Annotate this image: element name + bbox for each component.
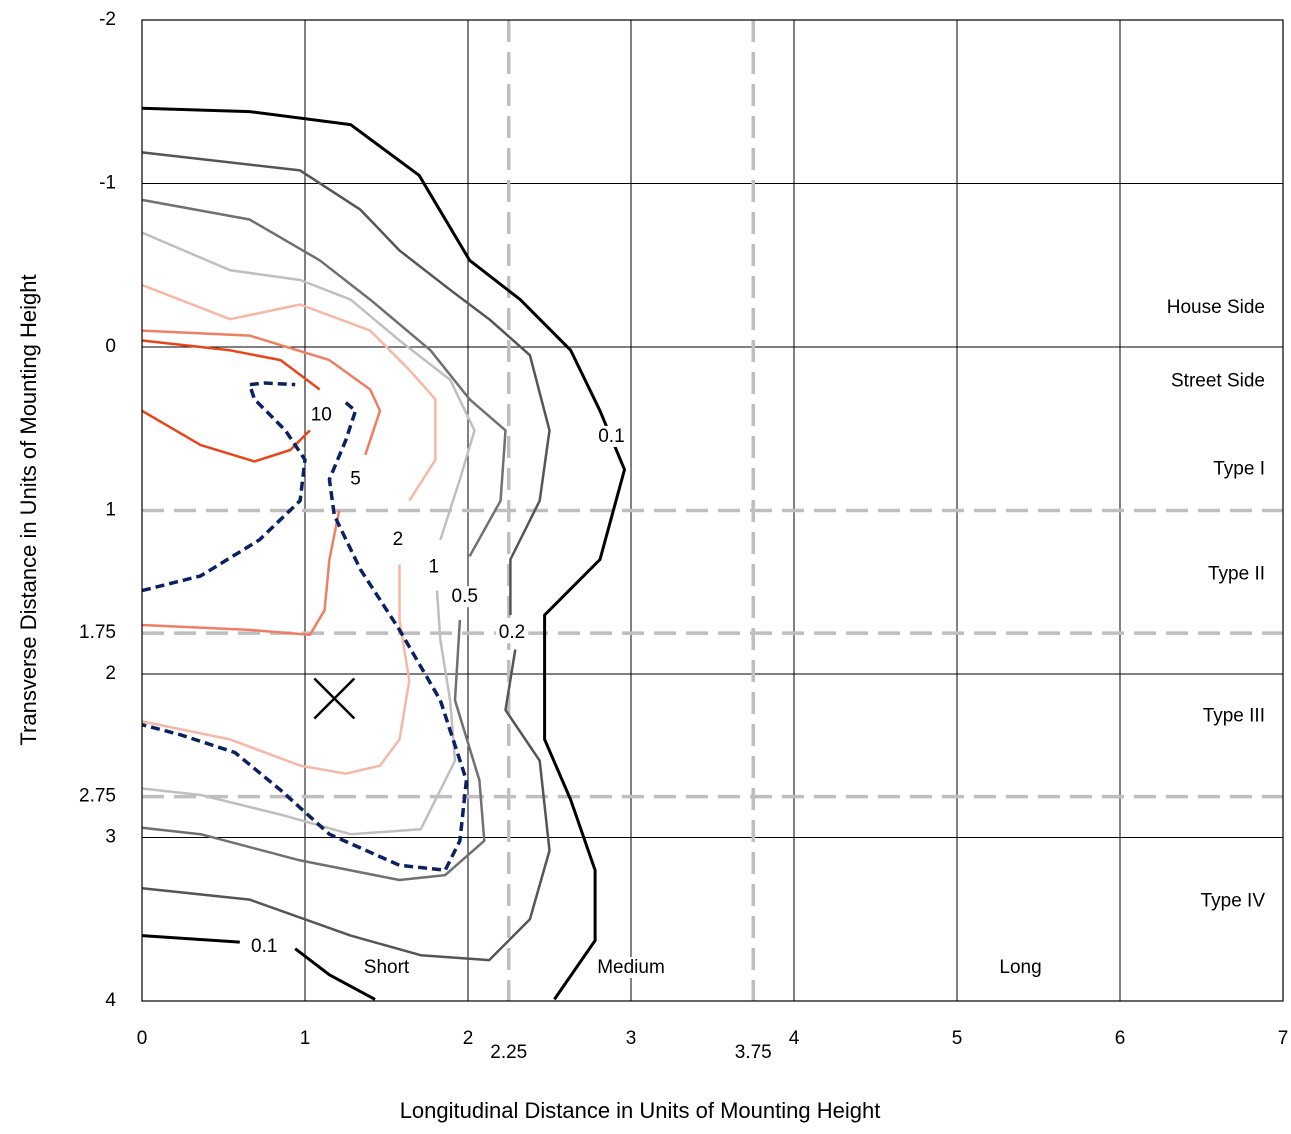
label-background <box>248 936 281 958</box>
label-background <box>425 556 443 578</box>
x-tick-label: 3.75 <box>735 1042 772 1063</box>
label-background <box>595 425 628 447</box>
label-background <box>359 957 414 979</box>
x-tick-label: 1 <box>300 1028 311 1049</box>
contour-label: 0.1 <box>598 426 624 447</box>
side-label: Street Side <box>1171 370 1265 391</box>
x-tick-label: 5 <box>952 1028 963 1049</box>
range-label: Medium <box>597 957 665 978</box>
label-background <box>995 957 1046 979</box>
contour-line <box>141 283 437 775</box>
label-background <box>347 468 364 490</box>
y-tick-label: 2.75 <box>79 786 116 807</box>
x-tick-label: 0 <box>137 1028 148 1049</box>
contour-label: 0.1 <box>251 936 277 957</box>
y-tick-label: 4 <box>105 990 116 1011</box>
y-tick-label: -2 <box>99 9 116 30</box>
side-label: House Side <box>1167 297 1265 318</box>
contour-line <box>141 339 321 463</box>
contour-label: 1 <box>428 557 439 578</box>
contour-label: 0.5 <box>452 586 478 607</box>
x-tick-label: 4 <box>789 1028 800 1049</box>
label-background <box>593 957 669 979</box>
side-label: Type II <box>1208 563 1265 584</box>
x-tick-label: 6 <box>1115 1028 1126 1049</box>
y-axis-title: Transverse Distance in Units of Mounting… <box>16 274 41 745</box>
label-background <box>307 404 335 426</box>
x-tick-label: 3 <box>626 1028 637 1049</box>
label-background <box>448 586 481 608</box>
contour-label: 2 <box>393 529 404 550</box>
y-tick-label: 3 <box>105 827 116 848</box>
y-tick-label: 1.75 <box>79 622 116 643</box>
x-tick-label: 2 <box>463 1028 474 1049</box>
x-tick-label: 7 <box>1278 1028 1289 1049</box>
side-label: Type I <box>1213 459 1265 480</box>
contour-label: 0.2 <box>499 622 525 643</box>
contour-line <box>141 106 626 1001</box>
x-axis-title: Longitudinal Distance in Units of Mounti… <box>400 1098 881 1123</box>
contour-line <box>141 231 476 836</box>
source-marker <box>313 677 356 720</box>
contour-line <box>141 329 382 637</box>
label-background <box>495 622 529 644</box>
range-label: Long <box>999 957 1041 978</box>
contour-label: 10 <box>311 405 332 426</box>
y-tick-label: 1 <box>105 500 116 521</box>
label-background <box>389 528 407 550</box>
range-label: Short <box>364 957 410 978</box>
contour-label: 5 <box>350 468 361 489</box>
x-tick-label: 2.25 <box>490 1042 527 1063</box>
contour-line <box>141 198 507 882</box>
contour-line <box>141 381 469 872</box>
y-tick-label: -1 <box>99 173 116 194</box>
side-label: Type III <box>1203 706 1265 727</box>
side-label: Type IV <box>1201 890 1266 911</box>
y-tick-label: 0 <box>105 336 116 357</box>
contour-line <box>141 151 551 962</box>
plot-frame <box>141 19 1284 1002</box>
y-tick-label: 2 <box>105 663 116 684</box>
